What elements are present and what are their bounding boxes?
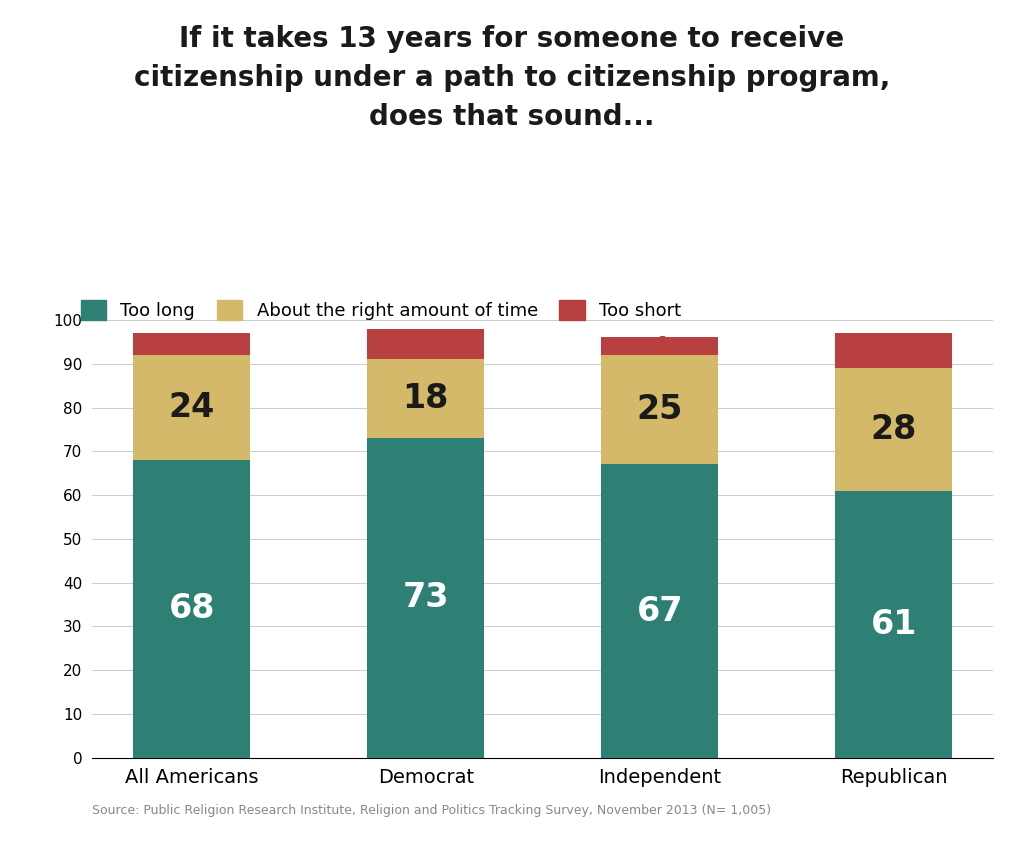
Text: 67: 67: [637, 594, 683, 627]
Text: 8: 8: [886, 341, 901, 360]
Text: 61: 61: [870, 608, 918, 641]
Text: 4: 4: [652, 336, 668, 356]
Bar: [368, 438, 484, 758]
Text: 7: 7: [418, 334, 433, 354]
Text: 25: 25: [637, 393, 683, 426]
Bar: [368, 360, 484, 438]
Bar: [836, 491, 952, 758]
Bar: [133, 333, 250, 355]
Legend: Too long, About the right amount of time, Too short: Too long, About the right amount of time…: [81, 300, 681, 320]
Bar: [133, 355, 250, 460]
Bar: [368, 328, 484, 360]
Text: 5: 5: [184, 334, 200, 354]
Bar: [601, 355, 718, 465]
Bar: [601, 465, 718, 758]
Text: 68: 68: [168, 593, 215, 626]
Text: 73: 73: [402, 582, 449, 615]
Text: Source: Public Religion Research Institute, Religion and Politics Tracking Surve: Source: Public Religion Research Institu…: [92, 804, 771, 817]
Bar: [836, 333, 952, 368]
Text: 18: 18: [402, 382, 449, 415]
Text: 24: 24: [169, 391, 215, 424]
Bar: [601, 338, 718, 355]
Bar: [836, 368, 952, 491]
Bar: [133, 460, 250, 758]
Text: If it takes 13 years for someone to receive
citizenship under a path to citizens: If it takes 13 years for someone to rece…: [134, 25, 890, 131]
Text: 28: 28: [870, 413, 918, 446]
